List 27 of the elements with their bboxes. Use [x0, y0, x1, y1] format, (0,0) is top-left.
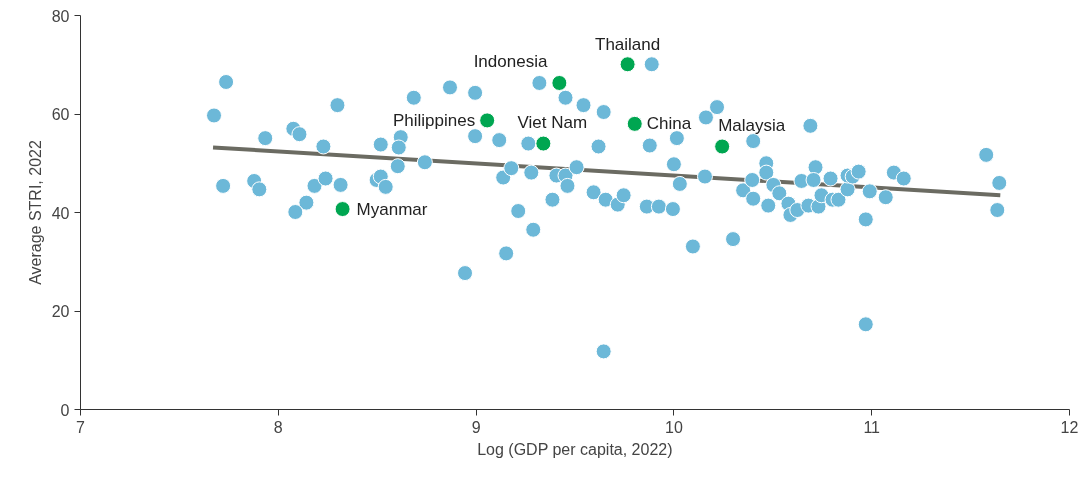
x-tick-label: 12 — [1060, 418, 1079, 436]
y-tick-label: 0 — [60, 401, 70, 419]
point — [551, 74, 568, 91]
y-axis-title: Average STRI, 2022 — [26, 140, 44, 285]
point — [535, 135, 552, 152]
annotation: Indonesia — [473, 51, 548, 71]
point — [479, 112, 496, 129]
x-axis-title: Log (GDP per capita, 2022) — [477, 440, 673, 458]
y-tick-label: 80 — [51, 7, 70, 25]
point — [714, 138, 731, 155]
annotation: Viet Nam — [517, 112, 588, 132]
y-tick-label: 20 — [51, 303, 70, 320]
x-tick-label: 11 — [863, 418, 881, 436]
x-tick-label: 9 — [471, 418, 481, 436]
point — [334, 201, 351, 218]
point — [626, 115, 643, 132]
y-tick-label: 60 — [51, 106, 70, 123]
y-tick-label: 40 — [51, 204, 70, 222]
annotation: China — [646, 114, 692, 134]
annotation: Thailand — [595, 35, 661, 55]
annotation: Philippines — [392, 110, 476, 130]
annotation: Malaysia — [718, 115, 786, 135]
point — [619, 56, 636, 73]
annotation: Myanmar — [356, 199, 428, 219]
x-tick-label: 10 — [665, 418, 683, 436]
x-tick-label: 7 — [76, 418, 86, 436]
x-tick-label: 8 — [273, 418, 283, 436]
